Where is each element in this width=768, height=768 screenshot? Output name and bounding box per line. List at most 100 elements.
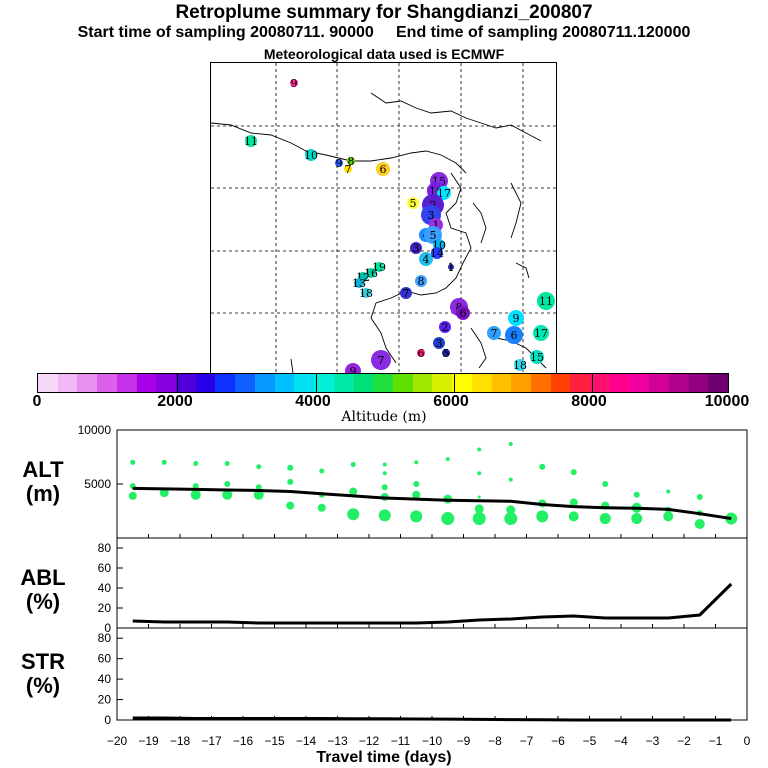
colorbar-swatch — [708, 374, 729, 392]
trajectory-marker: 17 — [437, 186, 451, 200]
trajectory-marker: 18 — [359, 287, 373, 300]
y-tick-label: 80 — [98, 631, 112, 645]
scatter-point — [445, 457, 450, 462]
scatter-point — [286, 501, 295, 510]
colorbar-swatch — [629, 374, 650, 392]
trajectory-marker: 9 — [335, 157, 343, 170]
marker-label: 10 — [304, 149, 318, 162]
panel-frame — [116, 537, 748, 629]
marker-label: 11 — [244, 135, 258, 148]
scatter-point — [696, 493, 703, 500]
marker-label: 18 — [513, 359, 527, 372]
colorbar-swatch — [156, 374, 177, 392]
y-tick-label: 0 — [104, 713, 111, 727]
marker-label: 8 — [348, 155, 355, 168]
colorbar-swatch — [57, 374, 78, 392]
marker-label: 8 — [418, 275, 425, 288]
border-path — [370, 92, 542, 142]
altitude-colorbar — [37, 373, 729, 393]
trajectory-marker: 3 — [433, 337, 445, 350]
scatter-point — [694, 518, 705, 529]
trajectory-marker: 9 — [290, 77, 298, 90]
scatter-point — [222, 489, 233, 500]
marker-dot — [361, 288, 371, 298]
colorbar-tick-label: 10000 — [704, 393, 750, 410]
scatter-point — [569, 498, 578, 507]
x-tick-label: −8 — [488, 734, 502, 748]
marker-dot — [431, 247, 443, 259]
marker-label: 6 — [460, 307, 467, 320]
marker-dot — [354, 278, 364, 288]
marker-dot — [335, 159, 343, 167]
colorbar-swatch — [136, 374, 157, 392]
x-axis-title: Travel time (days) — [316, 749, 452, 766]
trajectory-marker: 5 — [442, 347, 450, 360]
trajectory-markers: 9111098765151617231451034141916121318781… — [244, 77, 555, 373]
colorbar-swatch — [412, 374, 433, 392]
scatter-point — [504, 512, 518, 526]
x-tick-label: −6 — [551, 734, 565, 748]
y-tick-label: 60 — [98, 652, 112, 666]
marker-dot — [437, 186, 451, 200]
marker-label: 7 — [345, 163, 352, 176]
trajectory-marker: 7 — [400, 287, 412, 300]
colorbar-swatch — [649, 374, 669, 392]
marker-dot — [419, 252, 433, 266]
x-tick-label: −9 — [457, 734, 471, 748]
colorbar-swatch — [452, 374, 472, 392]
trajectory-marker: 17 — [533, 325, 549, 341]
trajectory-marker: 9 — [508, 310, 524, 326]
trajectory-marker: 6 — [417, 347, 425, 360]
x-tick-label: −1 — [709, 734, 723, 748]
scatter-point — [413, 481, 420, 487]
marker-dot — [344, 165, 352, 173]
scatter-point — [192, 483, 199, 490]
scatter-point — [599, 513, 611, 525]
alt-panel-label: ALT (m) — [22, 457, 64, 506]
trajectory-marker: 6 — [505, 326, 523, 344]
trajectory-marker: 11 — [537, 292, 555, 310]
x-tick-label: −11 — [391, 734, 411, 748]
marker-label: 5 — [410, 197, 417, 210]
colorbar-divider — [592, 374, 593, 392]
x-tick-label: −3 — [646, 734, 660, 748]
scatter-point — [441, 512, 455, 526]
coast-path — [515, 262, 530, 279]
x-tick-label: 0 — [744, 734, 751, 748]
marker-dot — [376, 162, 390, 176]
x-tick-label: −20 — [107, 734, 128, 748]
y-tick-label: 80 — [98, 541, 112, 555]
alt-panel: 5000 10000 — [78, 423, 748, 539]
scatter-point — [474, 504, 484, 514]
scatter-point — [382, 471, 387, 476]
retroplume-map: 9111098765151617231451034141916121318781… — [210, 62, 557, 374]
coast-path — [472, 202, 487, 244]
marker-label: 1 — [433, 219, 440, 232]
y-tick-label: 5000 — [84, 477, 111, 491]
trajectory-marker: 6 — [376, 162, 390, 176]
marker-dot — [290, 79, 298, 87]
colorbar-tick-label: 4000 — [295, 393, 331, 410]
marker-dot — [508, 310, 524, 326]
scatter-point — [382, 462, 387, 467]
x-tick-label: −16 — [233, 734, 254, 748]
scatter-point — [255, 484, 262, 491]
scatter-point — [350, 462, 356, 468]
y-tick-label: 60 — [98, 561, 112, 575]
colorbar-swatch — [550, 374, 571, 392]
trajectory-marker: 3 — [410, 242, 422, 255]
marker-dot — [345, 363, 361, 373]
trajectory-marker: 6 — [456, 306, 470, 320]
marker-dot — [439, 321, 451, 333]
colorbar-divider — [177, 374, 178, 392]
scatter-point — [224, 481, 231, 487]
x-tick-label: −14 — [296, 734, 317, 748]
marker-label: 6 — [511, 329, 518, 342]
marker-dot — [407, 197, 419, 209]
series-line — [132, 486, 732, 521]
x-tick-label: −18 — [170, 734, 191, 748]
trajectory-marker: 9 — [345, 363, 361, 373]
marker-label: 1 — [448, 261, 455, 274]
marker-dot — [487, 326, 501, 340]
x-tick-label: −12 — [359, 734, 380, 748]
